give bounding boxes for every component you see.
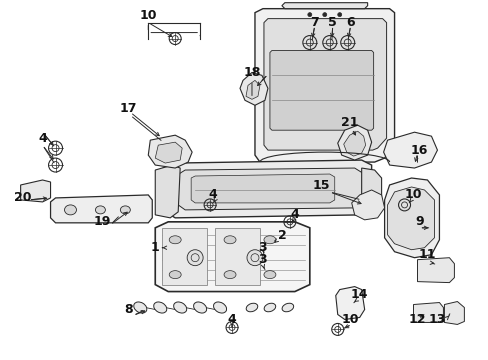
Polygon shape [343,131,365,156]
Text: 2: 2 [277,229,285,242]
Circle shape [337,13,341,17]
Ellipse shape [264,236,275,244]
Ellipse shape [224,271,236,279]
Text: 16: 16 [410,144,427,157]
Polygon shape [254,9,394,162]
Polygon shape [240,72,267,105]
Text: 10: 10 [341,313,359,326]
Polygon shape [20,180,50,202]
Text: 4: 4 [208,188,217,202]
Text: 21: 21 [340,116,358,129]
Ellipse shape [169,271,181,279]
Ellipse shape [224,236,236,244]
Ellipse shape [95,206,105,214]
Ellipse shape [245,303,257,312]
Polygon shape [245,80,260,99]
Polygon shape [444,302,464,324]
Polygon shape [361,168,381,210]
Polygon shape [413,302,443,323]
Polygon shape [384,178,439,258]
Text: 20: 20 [14,192,31,204]
Polygon shape [351,190,384,220]
Polygon shape [148,135,192,168]
Text: 15: 15 [312,180,330,193]
Polygon shape [417,258,453,283]
Polygon shape [50,195,152,223]
Polygon shape [155,222,309,292]
Circle shape [187,250,203,266]
Polygon shape [337,125,371,160]
Polygon shape [387,187,433,250]
Text: 3: 3 [258,241,267,254]
Text: 17: 17 [120,102,137,115]
Text: 9: 9 [414,215,423,228]
Circle shape [307,13,311,17]
Text: 6: 6 [346,16,354,29]
Text: 10: 10 [404,188,422,202]
Text: 12: 12 [408,313,426,326]
Text: 4: 4 [38,132,47,145]
Ellipse shape [134,302,146,313]
Polygon shape [281,3,367,9]
Polygon shape [162,228,207,285]
Text: 7: 7 [310,16,319,29]
Ellipse shape [264,303,275,312]
Text: 13: 13 [428,313,445,326]
Circle shape [246,250,263,266]
Ellipse shape [169,236,181,244]
Text: 10: 10 [139,9,157,22]
Ellipse shape [264,271,275,279]
Text: 8: 8 [124,303,132,316]
Polygon shape [264,19,386,150]
Ellipse shape [193,302,206,313]
Polygon shape [155,165,180,218]
Polygon shape [383,132,437,168]
Text: 18: 18 [243,66,260,79]
Ellipse shape [173,302,186,313]
Text: 11: 11 [418,248,435,261]
Text: 3: 3 [258,253,267,266]
Polygon shape [269,50,373,130]
Ellipse shape [64,205,76,215]
Polygon shape [177,168,362,210]
Polygon shape [215,228,260,285]
Text: 19: 19 [94,215,111,228]
Text: 14: 14 [350,288,367,301]
Ellipse shape [213,302,226,313]
Circle shape [322,13,326,17]
Ellipse shape [120,206,130,214]
Polygon shape [335,287,364,319]
Text: 4: 4 [227,313,236,326]
Text: 5: 5 [328,16,336,29]
Polygon shape [163,160,371,218]
Polygon shape [155,142,182,163]
Text: 4: 4 [290,208,299,221]
Ellipse shape [153,302,166,313]
Polygon shape [191,174,334,203]
Ellipse shape [282,303,293,312]
Text: 1: 1 [151,241,159,254]
